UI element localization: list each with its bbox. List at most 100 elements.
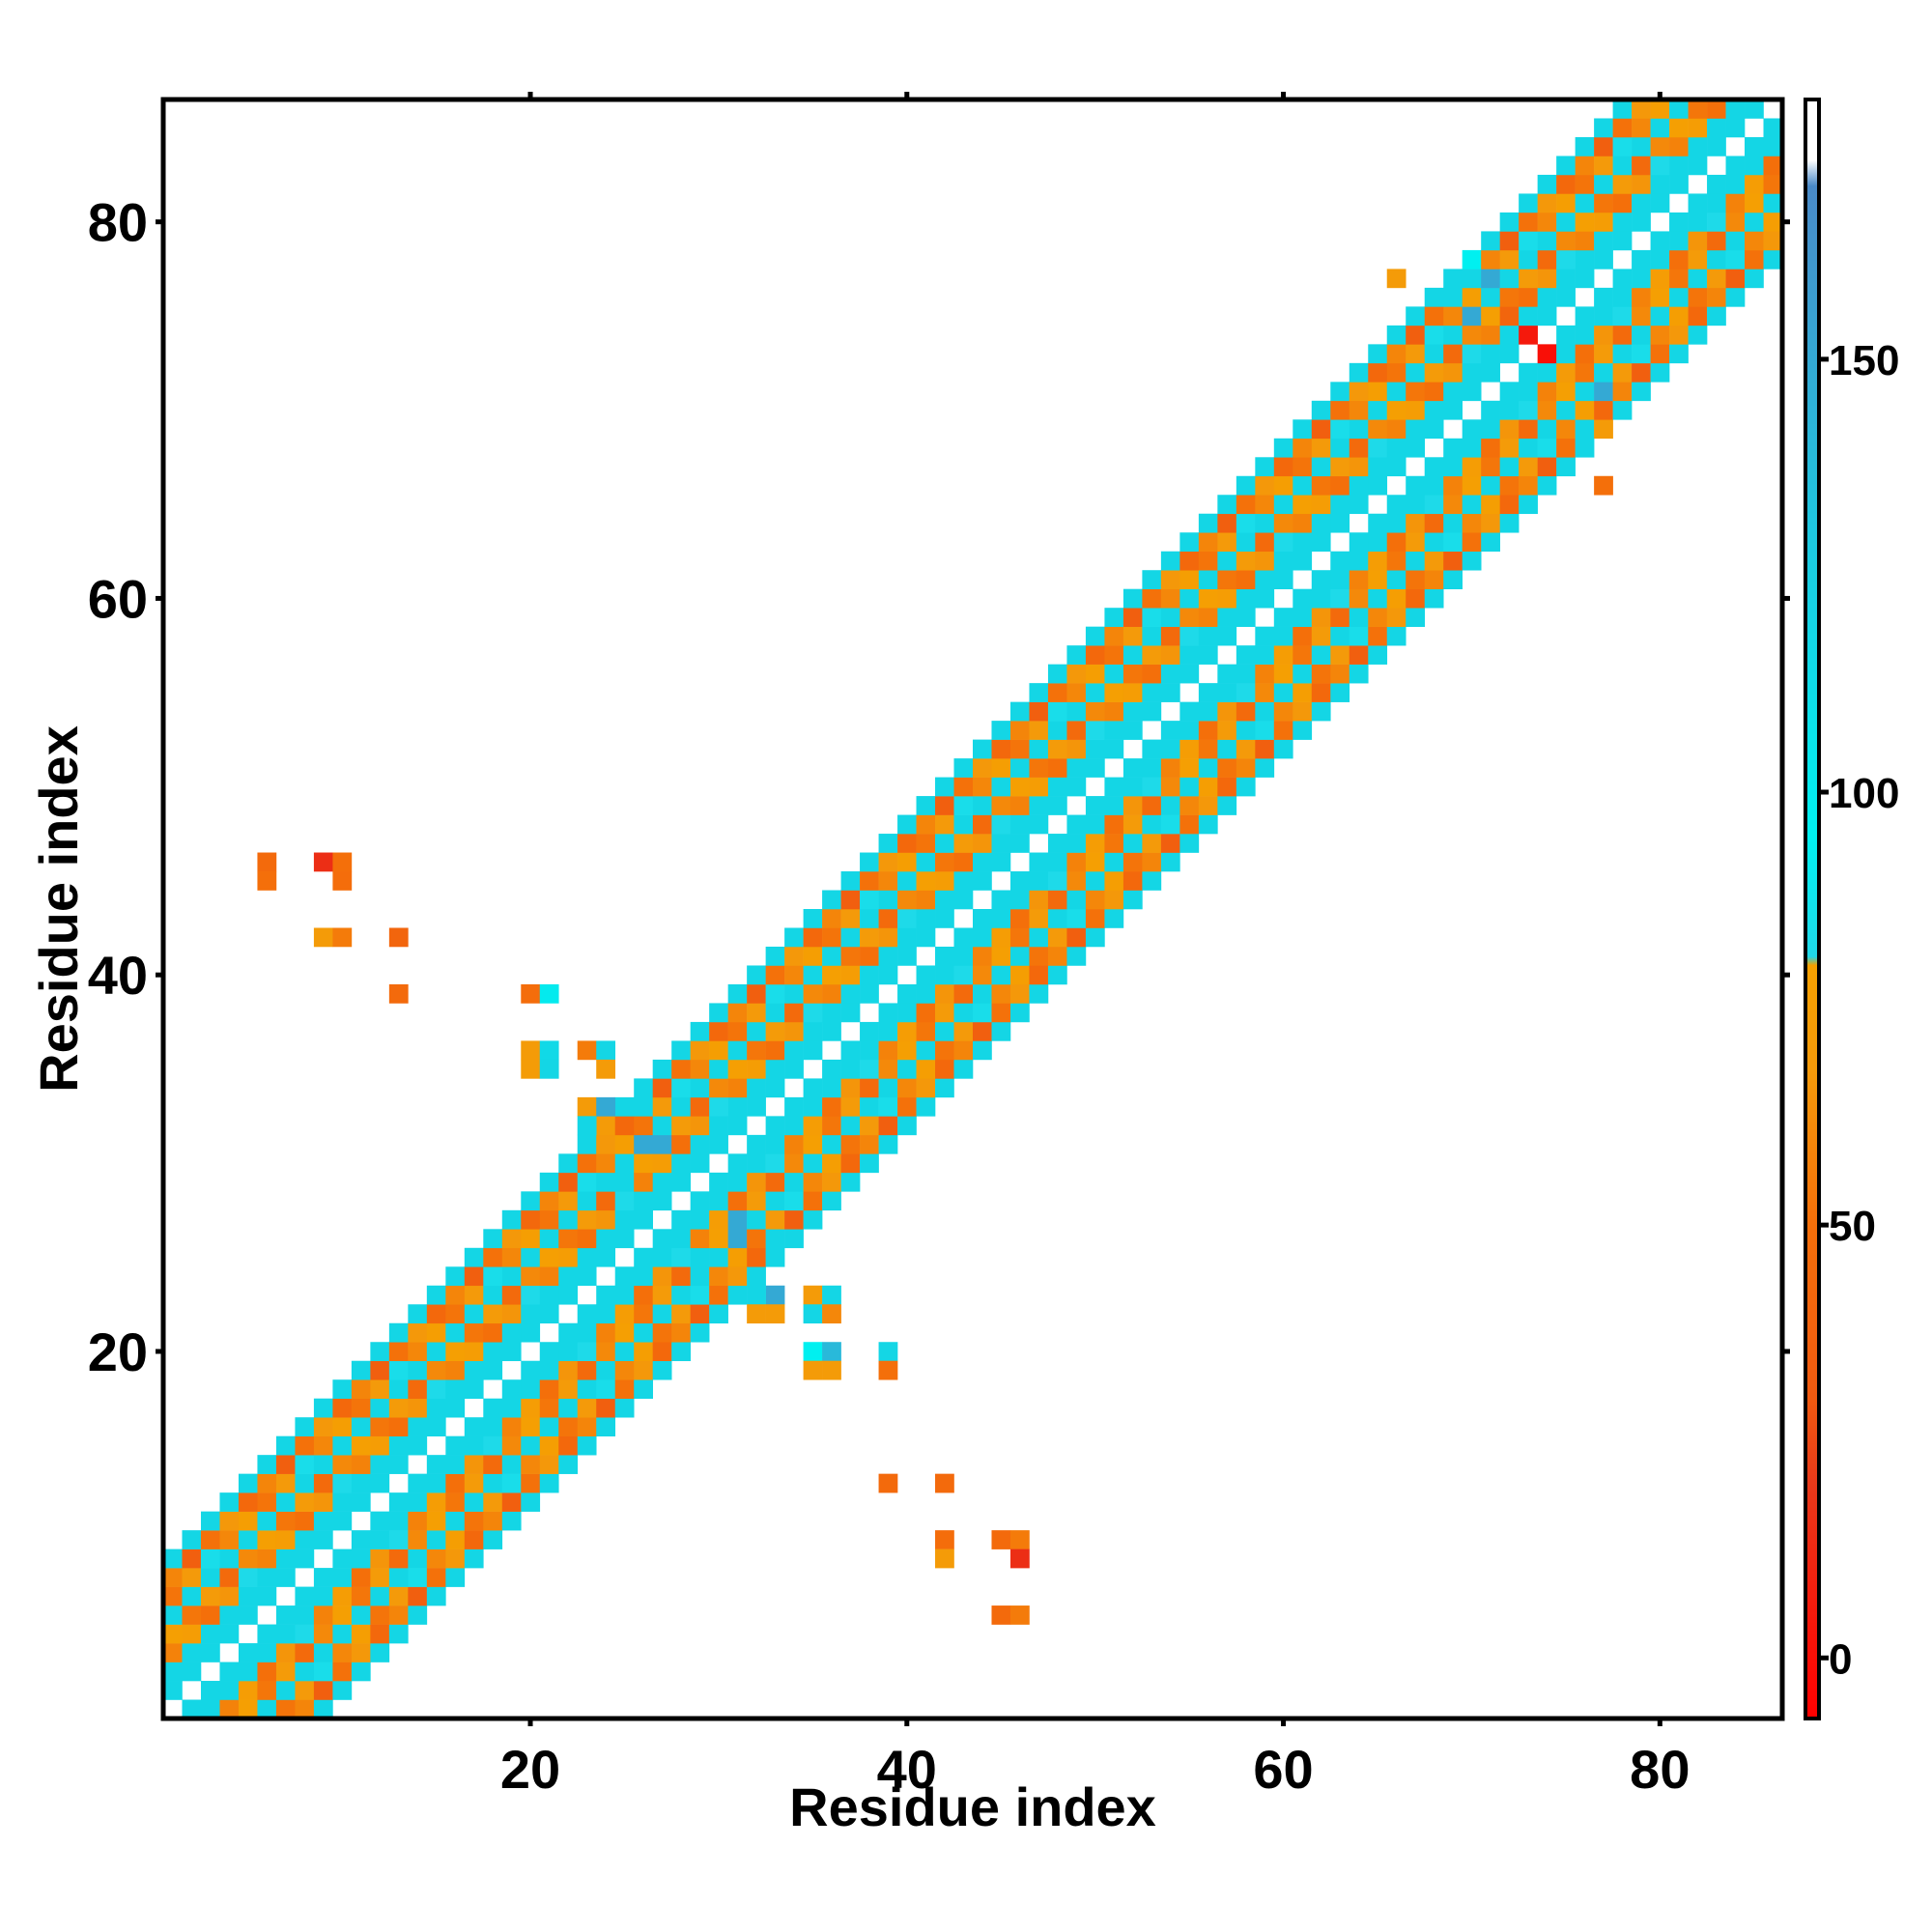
heatmap-cell [577, 1266, 597, 1287]
heatmap-cell [1122, 588, 1143, 609]
heatmap-cell [388, 1417, 409, 1436]
heatmap-cell [991, 1021, 1011, 1041]
heatmap-cell [1330, 513, 1350, 533]
heatmap-cell [1047, 909, 1067, 928]
heatmap-cell [1632, 269, 1651, 289]
heatmap-cell [1236, 588, 1256, 609]
heatmap-cell [426, 1304, 446, 1324]
heatmap-cell [1669, 306, 1689, 327]
heatmap-cell [408, 1398, 428, 1418]
heatmap-cell [1104, 701, 1124, 722]
heatmap-cell [634, 1134, 653, 1154]
heatmap-cell [878, 1342, 898, 1362]
heatmap-cell [634, 1116, 653, 1136]
heatmap-cell [1066, 834, 1087, 853]
heatmap-cell [295, 1417, 315, 1436]
heatmap-cell [332, 1662, 353, 1682]
heatmap-cell [784, 983, 804, 1004]
heatmap-cell [1462, 382, 1482, 402]
heatmap-cell [351, 1435, 371, 1456]
heatmap-cell [408, 1304, 428, 1324]
heatmap-cell [727, 1172, 748, 1192]
heatmap-cell [1462, 513, 1482, 533]
heatmap-cell [1273, 457, 1293, 477]
heatmap-cell [614, 1342, 635, 1362]
heatmap-cell [1047, 946, 1067, 966]
heatmap-cell [558, 1172, 579, 1192]
heatmap-cell [163, 1548, 183, 1569]
heatmap-cell [784, 1021, 804, 1041]
heatmap-cell [1142, 626, 1162, 646]
heatmap-cell [1499, 344, 1520, 364]
heatmap-cell [727, 1078, 748, 1098]
heatmap-cell [1424, 419, 1444, 440]
heatmap-cell [822, 1021, 841, 1041]
heatmap-cell [275, 1662, 296, 1682]
heatmap-cell [464, 1417, 484, 1436]
heatmap-cell [803, 1153, 823, 1174]
heatmap-cell [1142, 852, 1162, 872]
heatmap-cell [1632, 156, 1651, 176]
heatmap-cell [219, 1492, 240, 1512]
heatmap-cell [803, 1172, 823, 1192]
heatmap-cell [332, 852, 353, 872]
heatmap-cell [1537, 382, 1557, 402]
heatmap-cell [1066, 871, 1087, 891]
heatmap-cell [747, 965, 766, 985]
heatmap-cell [1085, 890, 1105, 910]
heatmap-cell [878, 1021, 898, 1041]
heatmap-cell [860, 1078, 879, 1098]
heatmap-cell [1066, 664, 1087, 684]
heatmap-cell [953, 1059, 974, 1079]
heatmap-cell [1104, 852, 1124, 872]
heatmap-cell [1273, 608, 1293, 627]
heatmap-cell [370, 1473, 390, 1493]
heatmap-cell [935, 814, 954, 835]
heatmap-cell [426, 1473, 446, 1493]
heatmap-cell [332, 1568, 353, 1587]
heatmap-cell [1160, 852, 1180, 872]
heatmap-cell [163, 1643, 183, 1662]
heatmap-cell [634, 1191, 653, 1211]
heatmap-cell [1612, 174, 1633, 194]
heatmap-cell [370, 1342, 390, 1362]
heatmap-cell [973, 739, 992, 759]
heatmap-cell [652, 1322, 672, 1343]
heatmap-cell [784, 1040, 804, 1061]
heatmap-cell [671, 1153, 691, 1174]
heatmap-cell [1066, 909, 1087, 928]
heatmap-cell [539, 1417, 559, 1436]
heatmap-cell [784, 1116, 804, 1136]
heatmap-cell [1273, 438, 1293, 458]
heatmap-cell [1594, 400, 1613, 420]
heatmap-cell [464, 1285, 484, 1305]
heatmap-cell [1330, 588, 1350, 609]
heatmap-cell [558, 1322, 579, 1343]
heatmap-cell [1047, 852, 1067, 872]
heatmap-cell [973, 871, 992, 891]
heatmap-cell [822, 1285, 841, 1305]
heatmap-cell [332, 1605, 353, 1625]
heatmap-cell [483, 1285, 503, 1305]
heatmap-cell [1104, 834, 1124, 853]
heatmap-cell [1763, 231, 1783, 251]
heatmap-cell [614, 1172, 635, 1192]
heatmap-cell [1330, 626, 1350, 646]
heatmap-cell [991, 796, 1011, 815]
heatmap-cell [1386, 588, 1406, 609]
heatmap-cell [822, 1153, 841, 1174]
heatmap-cell [182, 1530, 202, 1549]
heatmap-cell [1556, 400, 1576, 420]
y-axis-title: Residue index [28, 725, 89, 1093]
heatmap-cell [257, 1586, 277, 1606]
heatmap-cell [822, 1096, 841, 1117]
heatmap-cell [1763, 174, 1783, 194]
heatmap-cell [1632, 306, 1651, 327]
heatmap-cell [501, 1379, 522, 1399]
heatmap-cell [1160, 645, 1180, 665]
heatmap-cell [426, 1568, 446, 1587]
heatmap-cell [916, 1078, 936, 1098]
heatmap-cell [1255, 588, 1275, 609]
heatmap-cell [1443, 344, 1463, 364]
heatmap-cell [878, 871, 898, 891]
